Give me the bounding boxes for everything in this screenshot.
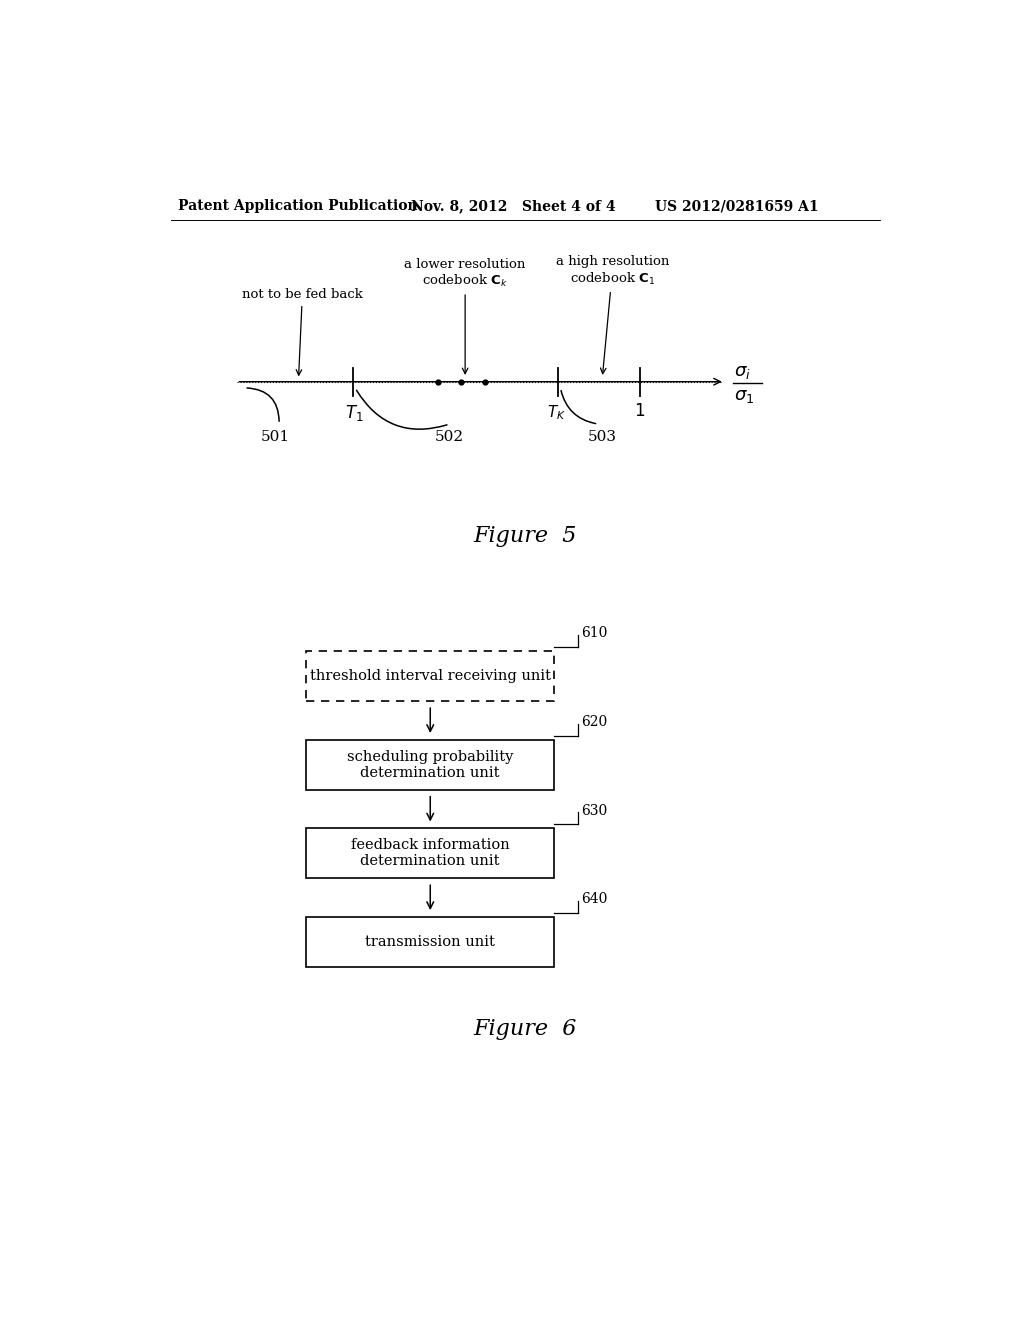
Text: not to be fed back: not to be fed back xyxy=(242,288,362,375)
Text: 610: 610 xyxy=(582,627,608,640)
Text: 630: 630 xyxy=(582,804,607,817)
Text: 502: 502 xyxy=(435,430,464,445)
Text: 620: 620 xyxy=(582,715,607,729)
Text: $\sigma_1$: $\sigma_1$ xyxy=(734,387,755,404)
Text: feedback information
determination unit: feedback information determination unit xyxy=(351,838,510,869)
Text: $\sigma_i$: $\sigma_i$ xyxy=(734,363,751,381)
Text: scheduling probability
determination unit: scheduling probability determination uni… xyxy=(347,750,513,780)
Text: Patent Application Publication: Patent Application Publication xyxy=(178,199,418,213)
Text: Figure  6: Figure 6 xyxy=(473,1018,577,1040)
Text: a high resolution
codebook $\mathbf{C}_1$: a high resolution codebook $\mathbf{C}_1… xyxy=(556,256,669,374)
Text: transmission unit: transmission unit xyxy=(366,935,496,949)
Text: a lower resolution
codebook $\mathbf{C}_k$: a lower resolution codebook $\mathbf{C}_… xyxy=(404,257,525,374)
Text: $1$: $1$ xyxy=(634,404,645,420)
Text: Figure  5: Figure 5 xyxy=(473,525,577,546)
Text: threshold interval receiving unit: threshold interval receiving unit xyxy=(309,669,551,684)
Text: 503: 503 xyxy=(588,430,616,445)
Text: $T_1$: $T_1$ xyxy=(345,404,364,424)
Text: 501: 501 xyxy=(261,430,290,445)
Text: $T_K$: $T_K$ xyxy=(547,404,566,422)
Text: US 2012/0281659 A1: US 2012/0281659 A1 xyxy=(655,199,818,213)
Text: 640: 640 xyxy=(582,892,608,906)
Text: Nov. 8, 2012   Sheet 4 of 4: Nov. 8, 2012 Sheet 4 of 4 xyxy=(411,199,615,213)
